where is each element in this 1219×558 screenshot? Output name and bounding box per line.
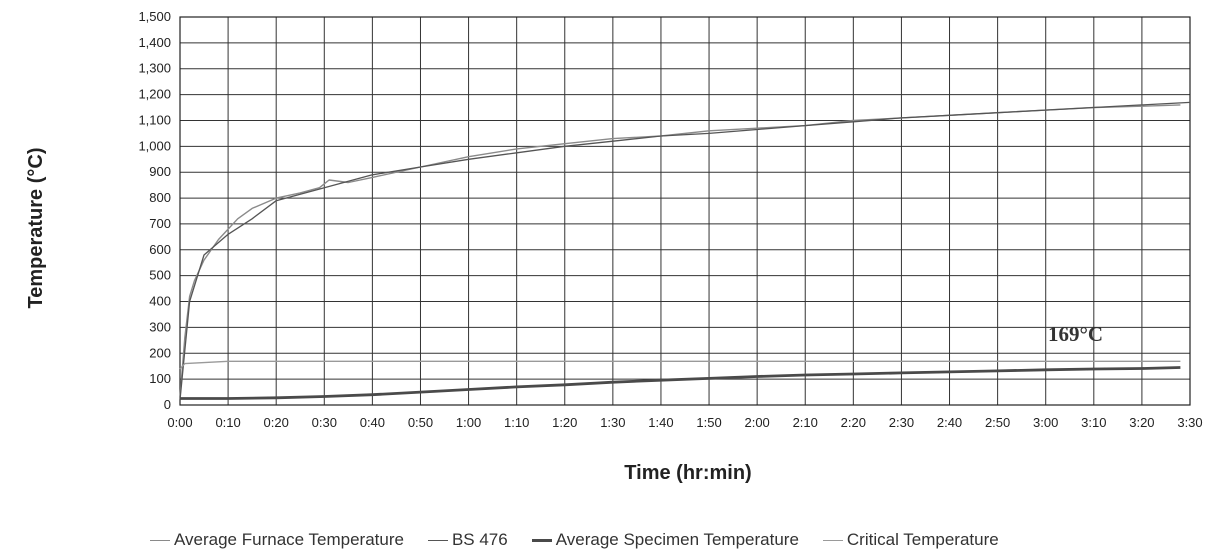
legend-swatch [531, 538, 552, 542]
critical-temperature-annotation: 169°C [1048, 322, 1103, 346]
x-tick-label: 3:10 [1081, 415, 1106, 430]
legend-label: Critical Temperature [846, 530, 999, 549]
x-tick-label: 1:10 [504, 415, 529, 430]
x-axis-title: Time (hr:min) [624, 462, 751, 484]
x-tick-label: 0:00 [167, 415, 192, 430]
series-line-bs-476 [179, 101, 1191, 400]
y-tick-label: 1,100 [138, 112, 171, 127]
legend-item-average-furnace-temperature: Average Furnace Temperature [150, 530, 404, 550]
y-tick-label: 0 [164, 397, 171, 412]
grid [179, 16, 1191, 406]
series-line-critical-temperature [179, 360, 1181, 370]
x-tick-label: 2:20 [841, 415, 866, 430]
series-line-average-specimen-temperature [180, 366, 1181, 400]
legend-label: Average Specimen Temperature [555, 530, 799, 549]
legend-item-critical-temperature: Critical Temperature [822, 530, 999, 550]
x-tick-label: 0:30 [312, 415, 337, 430]
y-tick-label: 1,200 [138, 87, 171, 102]
x-tick-label: 0:50 [408, 415, 433, 430]
y-tick-label: 600 [149, 242, 171, 257]
series-lines [179, 101, 1191, 400]
legend-label: BS 476 [451, 530, 508, 549]
legend-swatch [150, 539, 170, 541]
y-tick-label: 1,300 [138, 61, 171, 76]
x-tick-label: 3:30 [1177, 415, 1202, 430]
legend: Average Furnace Temperature BS 476 Average… [150, 528, 1210, 552]
x-tick-label: 2:50 [985, 415, 1010, 430]
x-tick-label: 1:20 [552, 415, 577, 430]
x-tick-label: 1:40 [648, 415, 673, 430]
x-tick-label: 3:00 [1033, 415, 1058, 430]
legend-label: Average Furnace Temperature [174, 530, 404, 549]
y-tick-labels: 0 100 200 300 400 500 600 700 800 900 1,000 1,100 1,… [138, 9, 171, 412]
chart-canvas: 0 100 200 300 400 500 600 700 800 900 1,000 1,100 1,… [25, 9, 1203, 484]
x-tick-label: 1:30 [600, 415, 625, 430]
x-tick-label: 1:00 [456, 415, 481, 430]
x-tick-label: 2:40 [937, 415, 962, 430]
x-tick-label: 0:20 [264, 415, 289, 430]
x-tick-label: 3:20 [1129, 415, 1154, 430]
y-tick-label: 1,500 [138, 9, 171, 24]
y-tick-label: 500 [149, 268, 171, 283]
y-tick-label: 700 [149, 216, 171, 231]
x-tick-label: 2:10 [793, 415, 818, 430]
legend-swatch [427, 539, 448, 541]
legend-swatch [822, 539, 843, 541]
x-tick-label: 1:50 [696, 415, 721, 430]
x-tick-label: 0:10 [215, 415, 240, 430]
legend-item-bs-476: BS 476 [427, 530, 508, 550]
y-axis-title: Temperature (°C) [25, 148, 47, 309]
x-tick-labels: 0:00 0:10 0:20 0:30 0:40 0:50 1:00 1:10 1:20 1:30… [167, 415, 1202, 430]
y-tick-label: 900 [149, 164, 171, 179]
y-tick-label: 100 [149, 371, 171, 386]
y-tick-label: 1,400 [138, 35, 171, 50]
legend-item-average-specimen-temperature: Average Specimen Temperature [531, 530, 799, 550]
y-tick-label: 400 [149, 294, 171, 309]
x-tick-label: 2:00 [744, 415, 769, 430]
x-tick-label: 2:30 [889, 415, 914, 430]
y-tick-label: 1,000 [138, 138, 171, 153]
x-tick-label: 0:40 [360, 415, 385, 430]
y-tick-label: 300 [149, 319, 171, 334]
y-tick-label: 200 [149, 345, 171, 360]
y-tick-label: 800 [149, 190, 171, 205]
plot-frame [179, 16, 1191, 406]
